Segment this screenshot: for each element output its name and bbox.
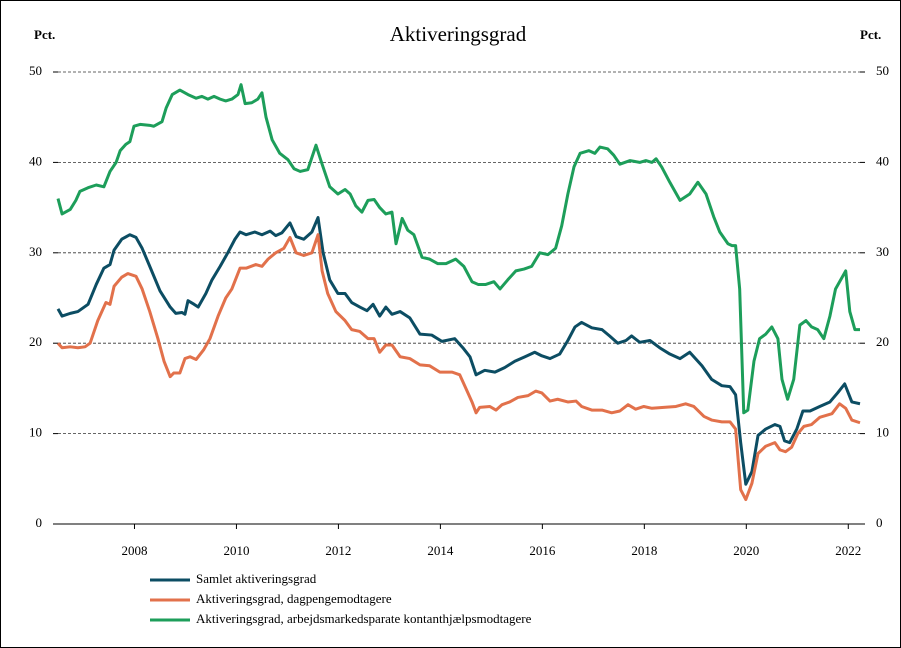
x-tick-label: 2014 [427,543,454,558]
chart-title: Aktiveringsgrad [390,22,527,46]
y2-tick-label: 50 [876,63,889,78]
x-tick-label: 2022 [835,543,861,558]
x-tick-label: 2012 [325,543,351,558]
y-tick-label: 50 [29,63,42,78]
legend-label: Aktiveringsgrad, arbejdsmarkedsparate ko… [196,611,532,626]
y2-tick-label: 10 [876,425,889,440]
series-line [56,233,861,502]
x-tick-label: 2018 [631,543,657,558]
y-tick-label: 10 [29,425,42,440]
y2-axis-label: Pct. [860,27,881,42]
y-tick-label: 30 [29,244,42,259]
y2-tick-label: 20 [876,334,889,349]
x-tick-label: 2020 [733,543,759,558]
y-tick-label: 40 [29,153,42,168]
y2-tick-label: 40 [876,153,889,168]
x-tick-label: 2008 [121,543,147,558]
x-tick-label: 2016 [529,543,556,558]
y-tick-label: 0 [36,515,43,530]
legend-label: Samlet aktiveringsgrad [196,571,317,586]
legend-label: Aktiveringsgrad, dagpengemodtagere [196,591,392,606]
series-line [56,216,861,486]
y2-tick-label: 30 [876,244,889,259]
x-tick-label: 2010 [223,543,249,558]
y2-tick-label: 0 [876,515,883,530]
series-line [56,83,860,415]
y-tick-label: 20 [29,334,42,349]
y-axis-label: Pct. [34,27,55,42]
